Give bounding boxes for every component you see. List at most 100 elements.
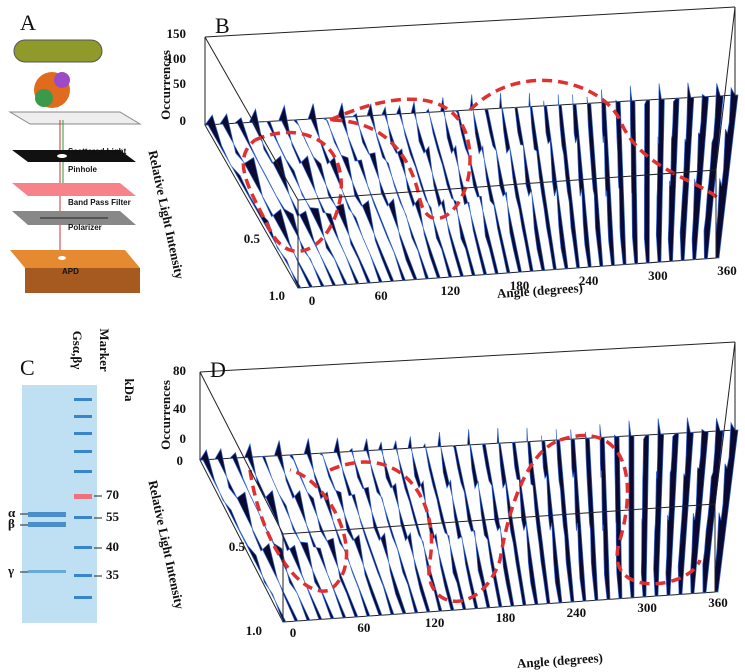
z-tick-label: 150 — [167, 26, 187, 41]
x-tick-label: 360 — [717, 263, 737, 278]
ridge — [667, 97, 680, 262]
lane-label: Marker — [97, 328, 112, 372]
ridge — [499, 92, 534, 272]
ridge — [214, 447, 299, 622]
trace-curve — [241, 130, 344, 253]
ridge — [665, 432, 679, 596]
ridge — [586, 96, 604, 267]
ridge — [425, 108, 476, 276]
marker-label: 40 — [106, 539, 119, 554]
z-axis-label: Occurrences — [158, 380, 173, 450]
ridge — [422, 442, 467, 610]
x-tick-label: 0 — [309, 293, 316, 308]
y-tick-label: 1.0 — [269, 288, 285, 303]
schematic-label: Band Pass Filter — [68, 198, 131, 207]
schematic — [8, 39, 142, 293]
ridge — [259, 455, 335, 620]
ridge — [347, 447, 407, 615]
ridge — [395, 104, 453, 278]
y-tick-label: 0 — [177, 453, 184, 468]
ridge — [541, 435, 563, 604]
band-label: β — [8, 516, 15, 531]
ridge — [703, 83, 724, 260]
box-edge — [714, 341, 736, 505]
box-edge — [199, 341, 736, 373]
marker-label: 70 — [106, 487, 119, 502]
ridge — [351, 113, 418, 281]
ridge — [628, 420, 635, 599]
ridge — [219, 113, 314, 288]
z-tick-label: 80 — [173, 363, 186, 378]
ridge — [512, 442, 539, 605]
ridge — [469, 94, 511, 274]
ridge — [407, 436, 455, 611]
trace-curve — [468, 78, 722, 202]
schematic-label: Pinhole — [68, 165, 97, 174]
box-edge — [204, 36, 299, 201]
ridge — [496, 427, 527, 606]
ridge — [377, 441, 431, 613]
ridge — [653, 418, 665, 597]
ridge — [233, 117, 325, 287]
x-tick-label: 360 — [708, 595, 728, 610]
y-tick-label: 1.0 — [246, 623, 262, 638]
ridge — [278, 104, 360, 285]
ridge — [322, 117, 395, 282]
ridge — [555, 429, 575, 603]
x-axis-label: Angle (degrees) — [496, 280, 583, 301]
schematic-label: Scattered Light — [68, 147, 127, 156]
box-edge — [282, 503, 716, 535]
ridge — [715, 86, 739, 259]
trace-curve — [329, 438, 561, 603]
ridge — [484, 108, 523, 273]
ridge — [440, 97, 488, 276]
ridge — [437, 432, 479, 610]
ridge — [644, 99, 651, 264]
ridge — [307, 103, 383, 283]
y-axis-label: Relative Light Intensity — [145, 149, 187, 281]
ridge — [528, 92, 557, 271]
ridge — [714, 421, 739, 593]
ridge — [543, 100, 569, 270]
ridge — [467, 429, 503, 608]
trace-curve — [559, 433, 702, 586]
box-edge — [199, 371, 284, 535]
z-tick-label: 0 — [180, 113, 187, 128]
ridge — [629, 85, 639, 265]
x-tick-label: 120 — [425, 615, 445, 630]
y-axis-label: Relative Light Intensity — [145, 479, 187, 611]
box-edge — [204, 6, 736, 38]
box-edge — [715, 6, 736, 171]
ridge — [410, 101, 465, 277]
z-axis-label: Occurrences — [158, 50, 173, 120]
z-tick-label: 50 — [173, 76, 186, 91]
z-tick-label: 0 — [180, 431, 187, 446]
x-tick-label: 240 — [567, 605, 587, 620]
panel-label: C — [20, 355, 35, 380]
unit-label: kDa — [122, 378, 137, 402]
x-tick-label: 60 — [375, 288, 388, 303]
ridge — [288, 454, 359, 618]
ridge — [333, 437, 395, 615]
ridge — [337, 102, 407, 281]
band-label: γ — [7, 563, 14, 578]
x-tick-label: 0 — [290, 625, 297, 640]
ridge — [615, 99, 627, 266]
ridge — [292, 119, 372, 284]
y-tick-label: 0.5 — [229, 539, 246, 554]
x-tick-label: 300 — [637, 600, 657, 615]
ridge — [584, 431, 599, 601]
gel-bands — [28, 398, 92, 599]
ridge — [640, 434, 650, 598]
trace-curve — [248, 468, 349, 593]
x-axis-label: Angle (degrees) — [516, 650, 603, 671]
panel-label: B — [215, 13, 230, 38]
ridge — [614, 434, 623, 600]
ridge — [366, 103, 430, 280]
schematic-label: Polarizer — [68, 223, 102, 232]
marker-label: 55 — [106, 509, 120, 524]
lane-label: Gsα,βγ — [70, 331, 85, 370]
ridge — [690, 428, 709, 595]
ridge — [557, 94, 581, 269]
